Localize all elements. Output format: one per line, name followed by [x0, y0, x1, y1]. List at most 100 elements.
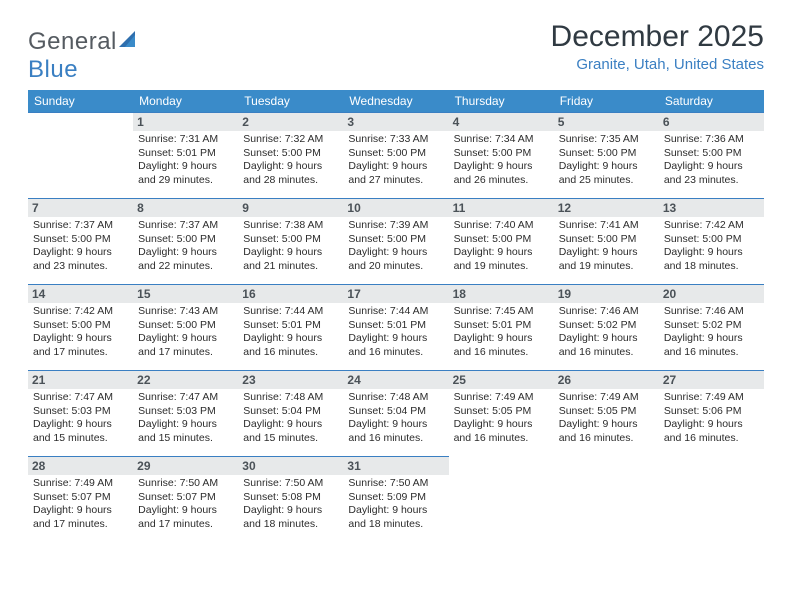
sunrise-line: Sunrise: 7:37 AM — [138, 219, 233, 233]
day-number: 26 — [554, 371, 659, 389]
sunset-line: Sunset: 5:04 PM — [348, 405, 443, 419]
sunset-line: Sunset: 5:01 PM — [243, 319, 338, 333]
daylight-line: Daylight: 9 hours and 16 minutes. — [454, 418, 549, 445]
day-info: Sunrise: 7:47 AMSunset: 5:03 PMDaylight:… — [137, 391, 234, 446]
sunset-line: Sunset: 5:08 PM — [243, 491, 338, 505]
sunrise-line: Sunrise: 7:49 AM — [33, 477, 128, 491]
calendar-cell: 29Sunrise: 7:50 AMSunset: 5:07 PMDayligh… — [133, 456, 238, 542]
sunrise-line: Sunrise: 7:42 AM — [33, 305, 128, 319]
calendar-cell: 3Sunrise: 7:33 AMSunset: 5:00 PMDaylight… — [343, 112, 448, 198]
calendar-cell: 12Sunrise: 7:41 AMSunset: 5:00 PMDayligh… — [554, 198, 659, 284]
calendar-cell: 26 Sunrise: 7:49 AMSunset: 5:05 PMDayligh… — [554, 370, 659, 456]
sunset-line: Sunset: 5:05 PM — [559, 405, 654, 419]
calendar-cell: 21 Sunrise: 7:47 AMSunset: 5:03 PMDayligh… — [28, 370, 133, 456]
day-number: 6 — [659, 113, 764, 131]
sunrise-line: Sunrise: 7:42 AM — [664, 219, 759, 233]
sunrise-line: Sunrise: 7:37 AM — [33, 219, 128, 233]
sunrise-line: Sunrise: 7:41 AM — [559, 219, 654, 233]
sunset-line: Sunset: 5:01 PM — [454, 319, 549, 333]
day-number: 28 — [28, 457, 133, 475]
sunrise-line: Sunrise: 7:36 AM — [664, 133, 759, 147]
logo-sail-icon — [119, 31, 141, 49]
sunrise-line: Sunrise: 7:49 AM — [454, 391, 549, 405]
sunset-line: Sunset: 5:02 PM — [664, 319, 759, 333]
day-number: 25 — [449, 371, 554, 389]
daylight-line: Daylight: 9 hours and 15 minutes. — [243, 418, 338, 445]
day-info: Sunrise: 7:49 AMSunset: 5:05 PMDaylight:… — [453, 391, 550, 446]
daylight-line: Daylight: 9 hours and 18 minutes. — [348, 504, 443, 531]
day-info: Sunrise: 7:45 AMSunset: 5:01 PMDaylight:… — [453, 305, 550, 360]
calendar-cell — [449, 456, 554, 542]
calendar-cell: 30Sunrise: 7:50 AMSunset: 5:08 PMDayligh… — [238, 456, 343, 542]
sunset-line: Sunset: 5:07 PM — [33, 491, 128, 505]
day-number: 31 — [343, 457, 448, 475]
daylight-line: Daylight: 9 hours and 18 minutes. — [243, 504, 338, 531]
day-info: Sunrise: 7:35 AMSunset: 5:00 PMDaylight:… — [558, 133, 655, 188]
sunset-line: Sunset: 5:06 PM — [664, 405, 759, 419]
day-info: Sunrise: 7:37 AMSunset: 5:00 PMDaylight:… — [137, 219, 234, 274]
day-number: 20 — [659, 285, 764, 303]
daylight-line: Daylight: 9 hours and 23 minutes. — [33, 246, 128, 273]
day-number: 4 — [449, 113, 554, 131]
sunset-line: Sunset: 5:00 PM — [33, 233, 128, 247]
calendar-cell: 28 Sunrise: 7:49 AMSunset: 5:07 PMDayligh… — [28, 456, 133, 542]
day-number: 14 — [28, 285, 133, 303]
daylight-line: Daylight: 9 hours and 20 minutes. — [348, 246, 443, 273]
daylight-line: Daylight: 9 hours and 26 minutes. — [454, 160, 549, 187]
day-info: Sunrise: 7:49 AMSunset: 5:07 PMDaylight:… — [32, 477, 129, 532]
day-info: Sunrise: 7:48 AMSunset: 5:04 PMDaylight:… — [242, 391, 339, 446]
day-number: 18 — [449, 285, 554, 303]
sunset-line: Sunset: 5:00 PM — [348, 233, 443, 247]
day-info: Sunrise: 7:49 AMSunset: 5:05 PMDaylight:… — [558, 391, 655, 446]
sunrise-line: Sunrise: 7:32 AM — [243, 133, 338, 147]
weekday-header: Monday — [133, 90, 238, 112]
sunrise-line: Sunrise: 7:48 AM — [348, 391, 443, 405]
sunrise-line: Sunrise: 7:46 AM — [664, 305, 759, 319]
calendar-header-row: SundayMondayTuesdayWednesdayThursdayFrid… — [28, 90, 764, 112]
calendar-cell: 24Sunrise: 7:48 AMSunset: 5:04 PMDayligh… — [343, 370, 448, 456]
sunset-line: Sunset: 5:00 PM — [559, 233, 654, 247]
sunset-line: Sunset: 5:07 PM — [138, 491, 233, 505]
day-number: 21 — [28, 371, 133, 389]
sunset-line: Sunset: 5:00 PM — [559, 147, 654, 161]
sunrise-line: Sunrise: 7:50 AM — [243, 477, 338, 491]
day-number: 7 — [28, 199, 133, 217]
daylight-line: Daylight: 9 hours and 22 minutes. — [138, 246, 233, 273]
day-number: 11 — [449, 199, 554, 217]
calendar-cell: 5 Sunrise: 7:35 AMSunset: 5:00 PMDaylight… — [554, 112, 659, 198]
day-number: 8 — [133, 199, 238, 217]
day-info: Sunrise: 7:44 AMSunset: 5:01 PMDaylight:… — [347, 305, 444, 360]
calendar-cell: 13Sunrise: 7:42 AMSunset: 5:00 PMDayligh… — [659, 198, 764, 284]
day-info: Sunrise: 7:48 AMSunset: 5:04 PMDaylight:… — [347, 391, 444, 446]
calendar-row: 7Sunrise: 7:37 AMSunset: 5:00 PMDaylight… — [28, 198, 764, 284]
day-info: Sunrise: 7:37 AMSunset: 5:00 PMDaylight:… — [32, 219, 129, 274]
sunrise-line: Sunrise: 7:44 AM — [348, 305, 443, 319]
sunrise-line: Sunrise: 7:49 AM — [559, 391, 654, 405]
daylight-line: Daylight: 9 hours and 17 minutes. — [138, 332, 233, 359]
calendar-cell — [659, 456, 764, 542]
day-number: 19 — [554, 285, 659, 303]
daylight-line: Daylight: 9 hours and 16 minutes. — [243, 332, 338, 359]
calendar-body: 1Sunrise: 7:31 AMSunset: 5:01 PMDaylight… — [28, 112, 764, 542]
calendar-cell: 8 Sunrise: 7:37 AMSunset: 5:00 PMDaylight… — [133, 198, 238, 284]
daylight-line: Daylight: 9 hours and 18 minutes. — [664, 246, 759, 273]
sunset-line: Sunset: 5:09 PM — [348, 491, 443, 505]
logo-text-blue: Blue — [28, 56, 78, 83]
day-info: Sunrise: 7:47 AMSunset: 5:03 PMDaylight:… — [32, 391, 129, 446]
daylight-line: Daylight: 9 hours and 28 minutes. — [243, 160, 338, 187]
sunrise-line: Sunrise: 7:45 AM — [454, 305, 549, 319]
daylight-line: Daylight: 9 hours and 17 minutes. — [33, 332, 128, 359]
sunset-line: Sunset: 5:00 PM — [348, 147, 443, 161]
day-number: 5 — [554, 113, 659, 131]
calendar-cell: 6Sunrise: 7:36 AMSunset: 5:00 PMDaylight… — [659, 112, 764, 198]
day-number: 16 — [238, 285, 343, 303]
sunrise-line: Sunrise: 7:38 AM — [243, 219, 338, 233]
day-info: Sunrise: 7:31 AMSunset: 5:01 PMDaylight:… — [137, 133, 234, 188]
daylight-line: Daylight: 9 hours and 19 minutes. — [559, 246, 654, 273]
calendar-table: SundayMondayTuesdayWednesdayThursdayFrid… — [28, 90, 764, 542]
daylight-line: Daylight: 9 hours and 19 minutes. — [454, 246, 549, 273]
calendar-cell: 10Sunrise: 7:39 AMSunset: 5:00 PMDayligh… — [343, 198, 448, 284]
calendar-row: 28Sunrise: 7:49 AMSunset: 5:07 PMDayligh… — [28, 456, 764, 542]
calendar-cell: 15Sunrise: 7:43 AMSunset: 5:00 PMDayligh… — [133, 284, 238, 370]
daylight-line: Daylight: 9 hours and 16 minutes. — [559, 418, 654, 445]
